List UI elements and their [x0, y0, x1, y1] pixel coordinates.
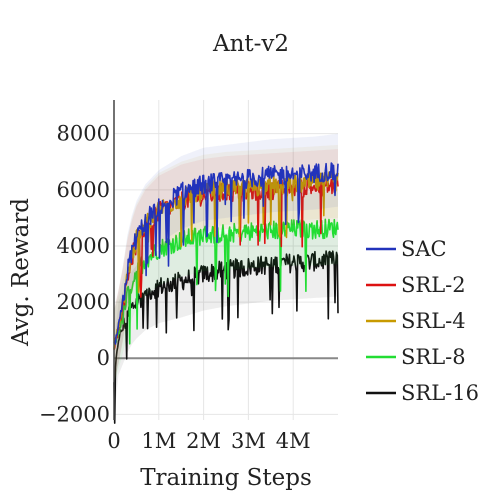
- tick-labels: 0 1M 2M 3M 4M −2000 0 2000 4000 6000 8000: [39, 122, 311, 453]
- x-tick-label: 2M: [186, 429, 221, 453]
- legend: SAC SRL-2 SRL-4 SRL-8 SRL-16: [366, 237, 479, 405]
- series-line-srl-8: [113, 218, 339, 349]
- legend-label-srl-2: SRL-2: [401, 273, 466, 297]
- x-tick-label: 0: [107, 429, 120, 453]
- series-layer: [113, 133, 339, 424]
- series-band-sac: [114, 133, 338, 384]
- series-band-srl-16: [114, 223, 338, 420]
- legend-label-srl-16: SRL-16: [401, 381, 479, 405]
- y-tick-label: −2000: [39, 402, 110, 426]
- legend-label-sac: SAC: [401, 237, 447, 261]
- chart-title: Ant-v2: [212, 31, 289, 57]
- series-line-sac: [113, 162, 339, 345]
- x-tick-label: 3M: [231, 429, 266, 453]
- x-axis-title: Training Steps: [140, 465, 312, 491]
- legend-label-srl-4: SRL-4: [401, 309, 466, 333]
- y-tick-label: 8000: [57, 122, 110, 146]
- legend-label-srl-8: SRL-8: [401, 345, 466, 369]
- x-tick-label: 4M: [276, 429, 311, 453]
- y-tick-label: 2000: [57, 290, 110, 314]
- y-tick-label: 6000: [57, 178, 110, 202]
- x-tick-label: 1M: [141, 429, 176, 453]
- y-tick-label: 0: [97, 346, 110, 370]
- y-tick-label: 4000: [57, 234, 110, 258]
- y-axis-title: Avg. Reward: [8, 198, 34, 347]
